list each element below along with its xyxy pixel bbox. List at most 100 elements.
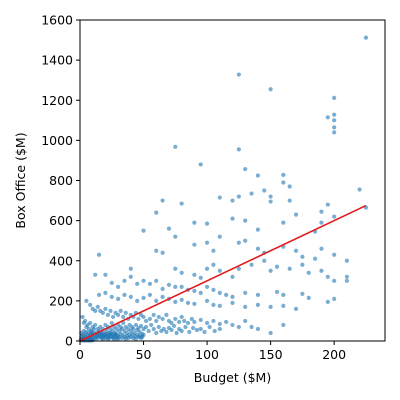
data-point <box>128 266 133 271</box>
data-point <box>332 118 337 123</box>
data-point <box>154 318 159 324</box>
data-point <box>204 221 210 226</box>
data-point <box>236 266 241 271</box>
data-point <box>160 316 165 322</box>
data-point <box>281 292 286 297</box>
data-point <box>293 306 299 311</box>
data-point <box>300 262 305 267</box>
data-point <box>243 166 248 172</box>
data-point <box>185 320 191 326</box>
data-point <box>243 238 248 243</box>
data-point <box>236 194 241 199</box>
data-point <box>198 317 203 323</box>
data-point <box>325 274 330 279</box>
data-point <box>105 312 111 318</box>
data-point <box>192 242 197 247</box>
data-point <box>122 292 127 297</box>
data-point <box>287 198 292 203</box>
data-point <box>268 87 273 92</box>
data-point <box>128 294 133 299</box>
data-point <box>211 318 216 324</box>
data-point <box>116 296 121 301</box>
data-point <box>207 324 212 330</box>
data-point <box>211 262 216 267</box>
data-point <box>255 302 261 307</box>
data-point <box>281 180 286 185</box>
data-point <box>332 252 337 257</box>
data-point <box>173 266 178 271</box>
data-point <box>293 248 299 253</box>
data-point <box>319 209 324 214</box>
data-point <box>173 284 178 289</box>
data-point <box>319 268 324 273</box>
data-point <box>268 304 273 309</box>
data-point <box>141 295 146 300</box>
data-point <box>217 234 222 239</box>
data-point <box>281 322 286 328</box>
data-point <box>313 256 318 261</box>
data-point <box>192 272 197 277</box>
data-point <box>202 329 207 335</box>
data-point <box>154 248 159 253</box>
data-point <box>173 144 178 149</box>
data-point <box>174 330 179 336</box>
data-point <box>217 290 222 295</box>
x-axis-ticks: 0 50 100 150 200 <box>76 341 346 362</box>
data-point <box>236 240 241 245</box>
data-point <box>116 312 121 318</box>
data-point <box>249 262 254 267</box>
data-point <box>325 115 330 120</box>
data-point <box>281 303 286 308</box>
data-point <box>154 210 159 215</box>
data-point <box>90 338 95 343</box>
data-point <box>154 330 159 336</box>
x-tick-label: 50 <box>136 347 152 362</box>
data-point <box>154 298 159 303</box>
data-point <box>147 281 152 286</box>
data-point <box>357 187 362 192</box>
data-point <box>287 266 292 271</box>
data-point <box>138 323 144 329</box>
x-axis-label: Budget ($M) <box>194 370 271 385</box>
data-point <box>109 294 114 299</box>
data-point <box>211 287 216 292</box>
data-point <box>177 319 182 325</box>
data-point <box>149 322 154 328</box>
data-point <box>224 319 229 325</box>
data-point <box>243 218 248 223</box>
y-tick-label: 800 <box>49 173 73 188</box>
data-point <box>255 227 261 232</box>
data-point <box>217 195 222 200</box>
data-point <box>84 298 89 303</box>
data-point <box>156 314 161 320</box>
data-point <box>143 318 149 324</box>
data-point <box>143 324 149 330</box>
data-point <box>300 254 305 259</box>
data-points <box>78 35 369 343</box>
data-point <box>230 274 235 279</box>
data-point <box>160 250 165 255</box>
data-point <box>182 318 187 324</box>
data-point <box>141 228 146 233</box>
data-point <box>110 314 116 320</box>
data-point <box>236 324 241 330</box>
data-point <box>332 112 337 117</box>
data-point <box>274 264 280 269</box>
data-point <box>109 280 114 285</box>
trend-line <box>79 204 367 342</box>
data-point <box>211 302 216 307</box>
data-point <box>268 194 273 199</box>
data-point <box>160 198 165 203</box>
y-tick-label: 1000 <box>41 133 73 148</box>
data-point <box>166 226 172 231</box>
data-point <box>160 286 165 291</box>
y-tick-label: 1200 <box>41 93 73 108</box>
y-axis-label: Box Office ($M) <box>13 132 28 228</box>
plot-area <box>78 35 369 343</box>
data-point <box>100 310 105 316</box>
data-point <box>243 290 248 295</box>
data-point <box>204 320 210 326</box>
data-point <box>80 314 85 320</box>
data-point <box>179 314 184 320</box>
data-point <box>281 220 286 225</box>
